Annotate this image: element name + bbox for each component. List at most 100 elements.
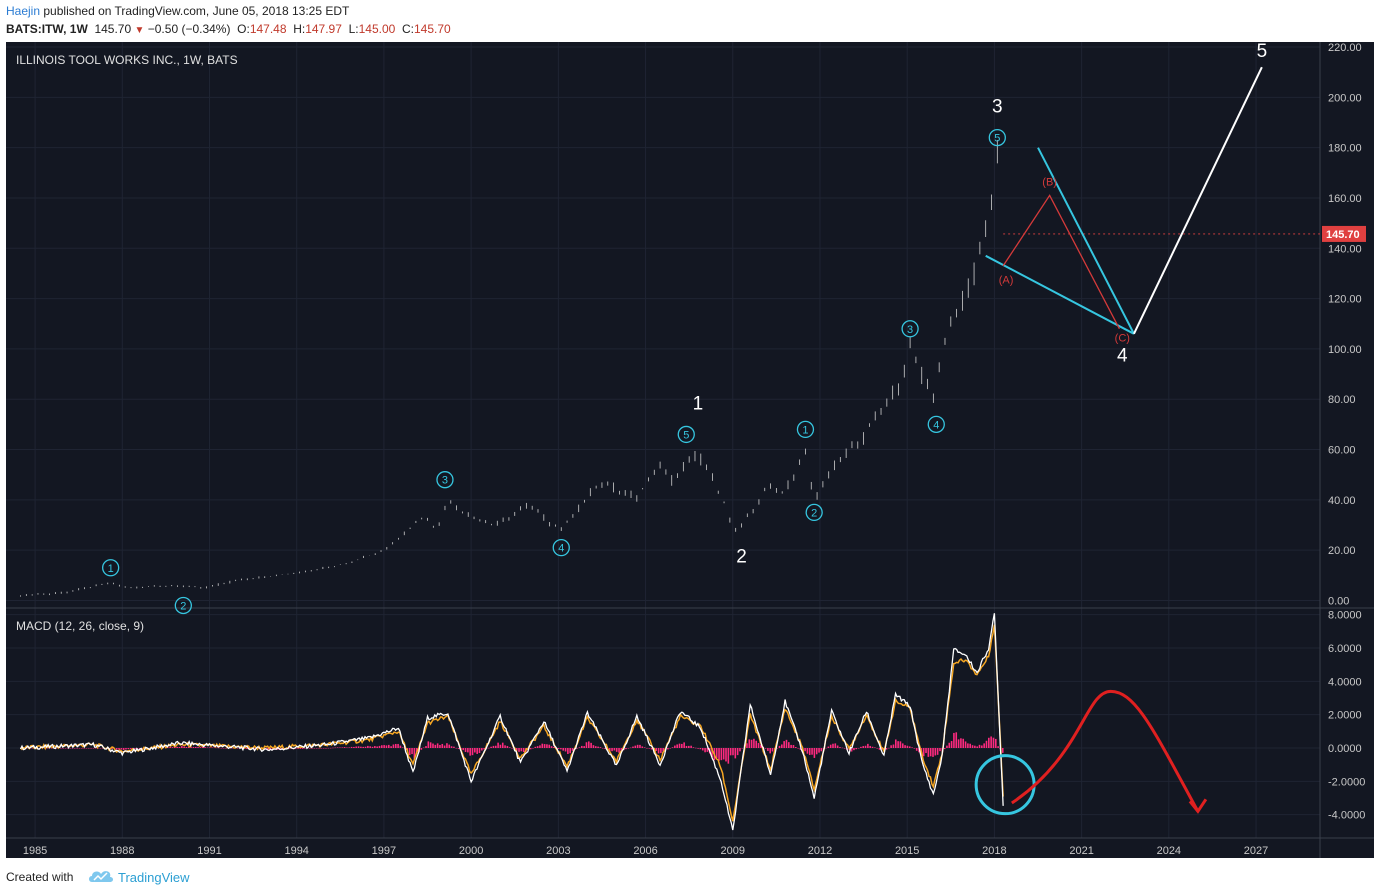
macd-histogram-bar <box>536 746 539 748</box>
macd-histogram-bar <box>1001 748 1004 753</box>
subwave-label: 4 <box>558 543 564 555</box>
macd-histogram-bar <box>767 748 769 751</box>
price-pane-title: ILLINOIS TOOL WORKS INC., 1W, BATS <box>16 53 238 67</box>
macd-histogram-bar <box>474 748 476 753</box>
macd-histogram-bar <box>374 746 376 748</box>
time-axis-tick: 2024 <box>1157 845 1181 857</box>
macd-histogram-bar <box>585 742 588 748</box>
macd-histogram-bar <box>678 743 681 748</box>
macd-signal-line <box>19 624 1004 822</box>
macd-histogram-bar <box>246 748 248 749</box>
macd-histogram-bar <box>667 748 669 750</box>
macd-forecast-curve <box>1011 689 1200 813</box>
macd-histogram-bar <box>318 748 320 749</box>
macd-histogram-bar <box>429 742 432 748</box>
footer: Created with TradingView <box>0 858 1380 895</box>
macd-axis-tick: 4.0000 <box>1328 676 1362 688</box>
macd-axis-tick: 8.0000 <box>1328 610 1362 622</box>
author-link[interactable]: Haejin <box>6 4 41 18</box>
macd-histogram-bar <box>571 748 574 751</box>
macd-histogram-bar <box>592 745 595 748</box>
time-axis-tick: 2003 <box>546 845 570 857</box>
macd-histogram-bar <box>29 748 32 749</box>
macd-histogram-bar <box>578 747 581 748</box>
macd-histogram-bar <box>560 748 562 750</box>
macd-histogram-bar <box>397 743 399 748</box>
macd-histogram-bar <box>576 748 578 749</box>
subwave-label: 2 <box>811 507 817 519</box>
macd-histogram-bar <box>922 748 925 757</box>
ohlc-line: BATS:ITW, 1W 145.70 ▼ −0.50 (−0.34%) O:1… <box>6 22 451 36</box>
macd-histogram-bar <box>688 745 690 748</box>
macd-axis-tick: 6.0000 <box>1328 643 1362 655</box>
macd-histogram-bar <box>478 748 481 754</box>
macd-histogram-bar <box>650 748 653 750</box>
published-text: published on TradingView.com, June 05, 2… <box>43 4 350 18</box>
macd-histogram-bar <box>81 748 83 749</box>
open-value: 147.48 <box>249 22 287 36</box>
time-axis-tick: 1991 <box>197 845 221 857</box>
macd-histogram-bar <box>62 748 64 749</box>
macd-histogram-bar <box>413 748 416 759</box>
low-value: 145.00 <box>358 22 396 36</box>
macd-axis-tick: 0.0000 <box>1328 743 1362 755</box>
macd-histogram-bar <box>634 745 637 748</box>
subwave-circle <box>796 420 815 439</box>
macd-histogram-bar <box>313 748 316 749</box>
subwave-label: 1 <box>108 563 114 575</box>
macd-histogram-bar <box>387 744 390 748</box>
macd-histogram-bar <box>115 748 118 750</box>
subwave-label: 1 <box>802 424 808 436</box>
time-axis-tick: 2015 <box>895 845 919 857</box>
macd-histogram-bar <box>518 748 520 752</box>
time-axis-tick: 2012 <box>808 845 832 857</box>
macd-histogram-bar <box>913 748 916 749</box>
price-axis-tick: 0.00 <box>1328 595 1349 607</box>
macd-histogram-bar <box>629 747 632 749</box>
macd-histogram-bar <box>615 748 618 752</box>
macd-histogram-bar <box>120 748 123 750</box>
price-axis-tick: 200.00 <box>1328 92 1362 104</box>
macd-histogram-bar <box>425 746 427 748</box>
cyan-trend-line <box>1037 147 1135 335</box>
macd-histogram-bar <box>785 739 788 748</box>
abc-correction-path <box>1002 194 1120 330</box>
macd-histogram-bar <box>894 739 897 748</box>
abc-label: (B) <box>1042 176 1057 188</box>
macd-histogram-bar <box>874 747 876 748</box>
chart-area[interactable]: 220.00 200.00 180.00 160.00 140.00 120.00 100.… <box>6 41 1374 858</box>
macd-histogram-bar <box>332 747 334 749</box>
macd-histogram-bar <box>334 747 337 749</box>
macd-histogram-bar <box>564 748 567 752</box>
macd-histogram-bar <box>125 748 127 750</box>
macd-histogram-bar <box>85 748 88 749</box>
macd-histogram-bar <box>176 746 178 748</box>
macd-histogram-bar <box>236 748 239 749</box>
macd-histogram-bar <box>718 748 720 761</box>
wave-label: 2 <box>736 547 747 568</box>
macd-histogram-bar <box>985 740 988 748</box>
tradingview-brand-link[interactable]: TradingView <box>118 870 190 885</box>
macd-histogram-bar <box>867 743 869 748</box>
macd-histogram-bar <box>69 748 71 749</box>
macd-histogram-bar <box>967 743 969 748</box>
macd-histogram-bar <box>301 748 304 749</box>
macd-histogram-bar <box>83 748 85 749</box>
macd-histogram-bar <box>515 748 518 751</box>
subwave-circle <box>436 471 454 489</box>
macd-histogram-bar <box>860 746 862 748</box>
macd-histogram-bar <box>897 741 899 748</box>
macd-histogram-bar <box>194 746 197 748</box>
macd-histogram-bar <box>962 738 965 748</box>
macd-histogram-bar <box>734 748 737 759</box>
price-axis-tick: 180.00 <box>1328 143 1362 155</box>
macd-histogram-bar <box>736 748 739 756</box>
macd-histogram-bar <box>955 732 958 748</box>
macd-histogram-bar <box>64 748 67 749</box>
macd-histogram-bar <box>562 748 565 751</box>
created-with-text: Created with <box>6 870 74 884</box>
macd-histogram-bar <box>392 744 395 748</box>
macd-histogram-bar <box>788 742 790 748</box>
close-value: 145.70 <box>413 22 451 36</box>
subwave-label: 5 <box>683 429 689 441</box>
